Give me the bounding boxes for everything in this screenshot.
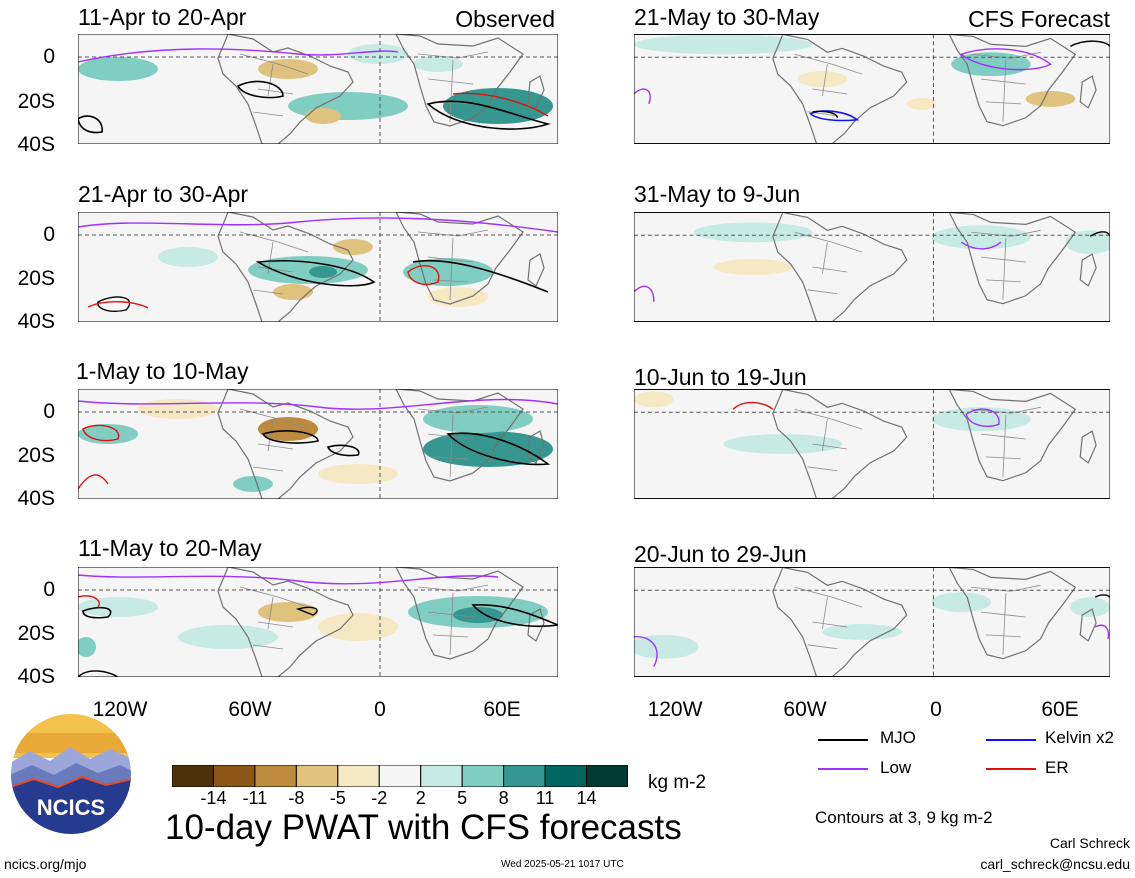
panel-title-left-3: 1-May to 10-May: [76, 358, 249, 384]
footer-email: carl_schreck@ncsu.edu: [980, 856, 1130, 872]
cfs-forecast-label: CFS Forecast: [968, 6, 1110, 32]
lon-label-0: 0: [374, 698, 386, 721]
map-forecast-3: [634, 389, 1110, 499]
legend-er-label: ER: [1045, 758, 1069, 777]
colorbar-swatch: [420, 765, 463, 787]
lat-label-20s: 20S: [17, 90, 55, 113]
panel-title-right-4: 20-Jun to 29-Jun: [634, 541, 807, 567]
colorbar-tick-label: -11: [242, 788, 268, 808]
lat-label-0: 0: [43, 45, 55, 68]
lat-label-20s: 20S: [17, 444, 55, 467]
colorbar-swatch: [172, 765, 214, 787]
lon-label-60e: 60E: [1041, 698, 1079, 721]
footer-author: Carl Schreck: [1049, 835, 1130, 851]
lat-label-0: 0: [43, 578, 55, 601]
legend-kelvin-line: [986, 739, 1036, 741]
map-observed-1: [78, 34, 558, 144]
map-observed-2: [78, 212, 558, 322]
lat-label-20s: 20S: [17, 267, 55, 290]
lon-label-0: 0: [930, 698, 942, 721]
panel-title-right-2: 31-May to 9-Jun: [634, 181, 801, 207]
lon-label-60w: 60W: [228, 698, 272, 721]
legend-mjo-line: [818, 739, 868, 741]
colorbar-tick-label: 5: [457, 788, 468, 808]
colorbar-tick-label: 11: [535, 788, 555, 808]
colorbar-swatch: [461, 765, 505, 787]
contours-note: Contours at 3, 9 kg m-2: [815, 808, 993, 827]
lon-label-60e: 60E: [483, 698, 521, 721]
lon-label-60w: 60W: [783, 698, 827, 721]
colorbar-tick-label: -8: [288, 788, 305, 808]
map-observed-4: [78, 567, 558, 677]
colorbar-swatch: [503, 765, 546, 787]
colorbar-tick-label: -2: [371, 788, 388, 808]
footer-timestamp: Wed 2025-05-21 1017 UTC: [501, 859, 624, 870]
lon-label-120w: 120W: [647, 698, 703, 721]
map-forecast-1: [634, 34, 1110, 144]
lat-label-20s: 20S: [17, 622, 55, 645]
panel-title-right-1: 21-May to 30-May: [634, 4, 820, 30]
panel-title-left-2: 21-Apr to 30-Apr: [78, 181, 249, 207]
observed-label: Observed: [455, 6, 555, 32]
colorbar-tick-label: -5: [329, 788, 346, 808]
colorbar-swatch: [337, 765, 380, 787]
panel-title-left-4: 11-May to 20-May: [78, 535, 262, 561]
colorbar-tick-label: 14: [576, 788, 597, 808]
footer-site: ncics.org/mjo: [4, 856, 87, 872]
lon-label-120w: 120W: [92, 698, 148, 721]
legend-er-line: [986, 768, 1036, 770]
legend-low-line: [818, 768, 868, 770]
colorbar-swatch: [295, 765, 339, 787]
colorbar-swatch: [586, 765, 628, 787]
panel-title-right-3: 10-Jun to 19-Jun: [634, 364, 807, 390]
colorbar-swatch: [378, 765, 422, 787]
lat-label-0: 0: [43, 223, 55, 246]
main-title: 10-day PWAT with CFS forecasts: [165, 808, 682, 847]
panel-title-left-1: 11-Apr to 20-Apr: [78, 4, 247, 30]
map-forecast-2: [634, 212, 1110, 322]
legend-kelvin-label: Kelvin x2: [1045, 728, 1114, 747]
lat-label-0: 0: [43, 400, 55, 423]
logo-text: NCICS: [37, 795, 105, 820]
map-forecast-4: [634, 567, 1110, 677]
lat-label-40s: 40S: [17, 310, 55, 333]
colorbar-swatch: [212, 765, 256, 787]
colorbar-tick-label: 8: [498, 788, 509, 808]
colorbar-tick-label: 2: [415, 788, 426, 808]
colorbar: [172, 765, 628, 787]
lat-label-40s: 40S: [17, 133, 55, 156]
legend-low-label: Low: [880, 758, 912, 777]
legend-mjo-label: MJO: [880, 728, 916, 747]
colorbar-units: kg m-2: [648, 772, 707, 793]
map-observed-3: [78, 389, 558, 499]
colorbar-swatch: [254, 765, 297, 787]
colorbar-swatch: [544, 765, 588, 787]
colorbar-tick-label: -14: [200, 788, 227, 808]
ncics-logo: NCICS: [11, 714, 131, 834]
lat-label-40s: 40S: [17, 665, 55, 688]
lat-label-40s: 40S: [17, 487, 55, 510]
